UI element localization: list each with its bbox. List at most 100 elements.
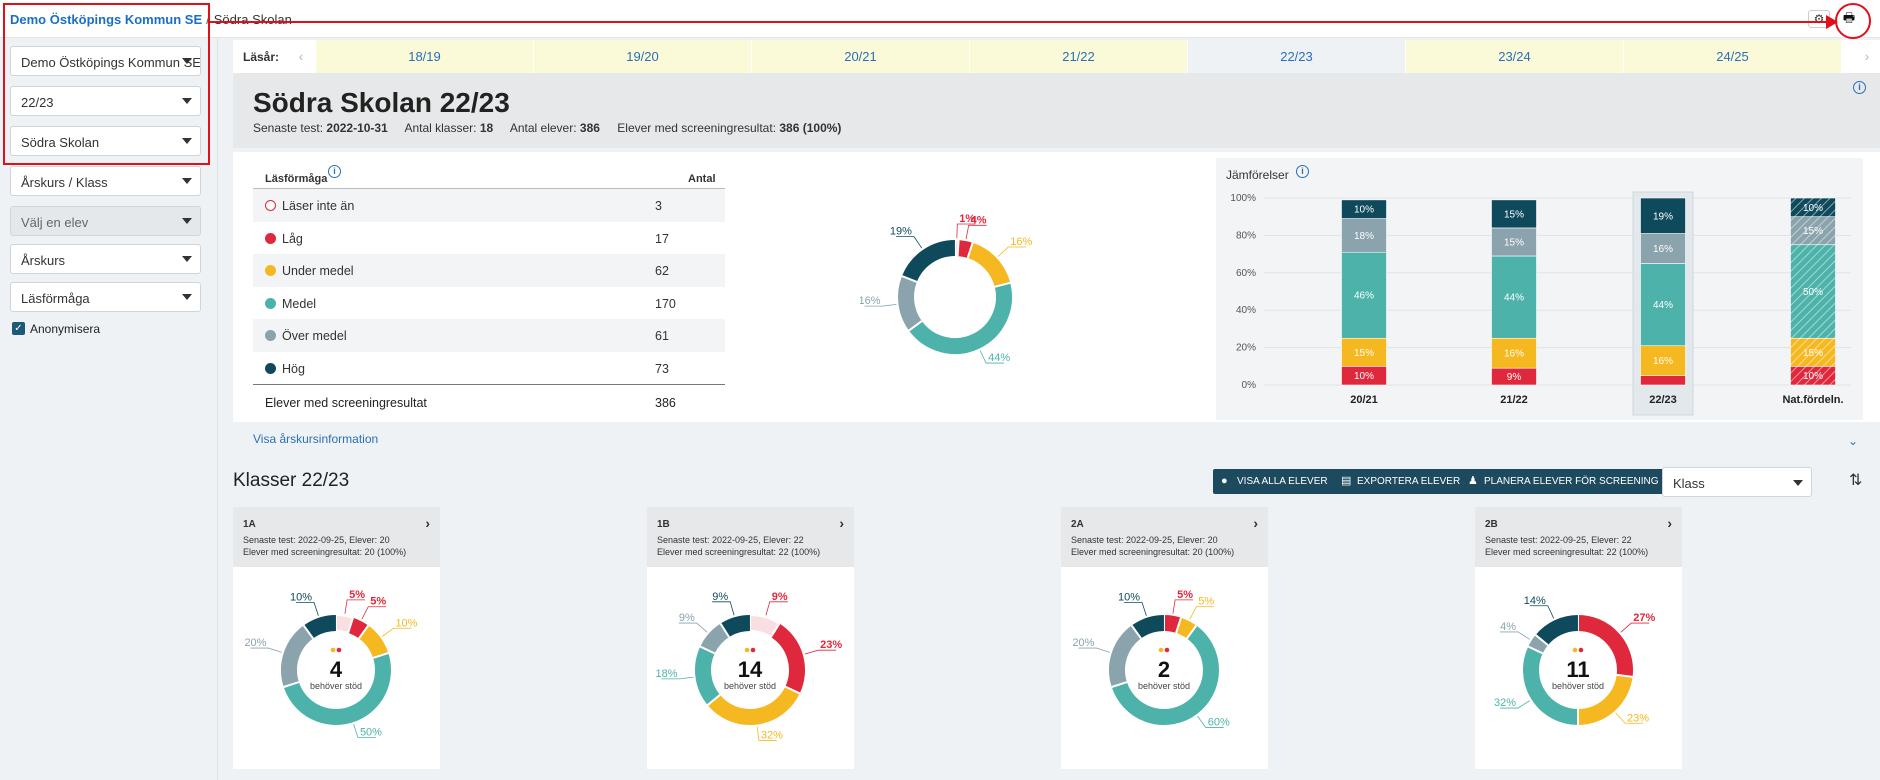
- bar-segment[interactable]: [1491, 199, 1537, 229]
- donut-segment[interactable]: [1577, 615, 1633, 677]
- donut-segment[interactable]: [967, 242, 1011, 288]
- bar-data-label: 10%: [1803, 203, 1823, 214]
- screened-value: 386 (100%): [779, 121, 842, 135]
- donut-segment[interactable]: [695, 646, 721, 706]
- table-row-value: 170: [655, 296, 676, 311]
- info-icon[interactable]: i: [1853, 81, 1866, 94]
- donut-segment[interactable]: [1523, 646, 1579, 725]
- year-tab-18-19[interactable]: 18/19: [315, 40, 533, 73]
- grade-class-select[interactable]: Årskurs / Klass: [10, 166, 201, 196]
- reading-ability-select[interactable]: Läsförmåga: [10, 282, 201, 312]
- class-name: 2A: [1071, 519, 1084, 530]
- year-tab-24-25[interactable]: 24/25: [1623, 40, 1841, 73]
- donut-segment[interactable]: [1528, 634, 1549, 654]
- school-select[interactable]: Södra Skolan: [10, 126, 201, 156]
- chevron-down-icon[interactable]: ⌄: [1848, 434, 1859, 448]
- bar-segment[interactable]: [1640, 345, 1686, 376]
- donut-segment[interactable]: [770, 623, 805, 694]
- show-all-students-button[interactable]: ● VISA ALLA ELEVER: [1213, 469, 1338, 494]
- class-card[interactable]: 2A Senaste test: 2022-09-25, Elever: 20 …: [1061, 507, 1268, 769]
- donut-segment[interactable]: [1109, 625, 1142, 687]
- people-icon: [1572, 647, 1578, 653]
- class-card[interactable]: 2B Senaste test: 2022-09-25, Elever: 22 …: [1475, 507, 1682, 769]
- chevron-left-icon[interactable]: ‹: [298, 48, 304, 64]
- breadcrumb-org-link[interactable]: Demo Östköpings Kommun SE: [10, 12, 203, 27]
- bar-segment[interactable]: [1341, 251, 1387, 339]
- donut-segment[interactable]: [1131, 615, 1165, 639]
- donut-leader-line: [296, 602, 319, 616]
- donut-segment[interactable]: [707, 686, 800, 725]
- export-students-button[interactable]: ▤ EXPORTERA ELEVER: [1333, 469, 1471, 494]
- organization-select[interactable]: Demo Östköpings Kommun SE: [10, 46, 201, 76]
- class-sort-select[interactable]: Klass: [1662, 467, 1812, 497]
- anonymize-checkbox[interactable]: ✓: [12, 322, 25, 335]
- table-footer: Elever med screeningresultat 386: [253, 384, 725, 418]
- bar-segment[interactable]: [1491, 337, 1537, 369]
- donut-segment[interactable]: [1577, 674, 1633, 725]
- donut-segment[interactable]: [347, 617, 369, 639]
- bar-segment[interactable]: [1341, 199, 1387, 219]
- classes-title: Klasser 22/23: [233, 470, 350, 491]
- year-tab-19-20[interactable]: 19/20: [533, 40, 751, 73]
- year-tab-20-21[interactable]: 20/21: [751, 40, 969, 73]
- donut-leader-line: [756, 726, 777, 741]
- chevron-right-icon[interactable]: ›: [839, 515, 844, 531]
- grade-select[interactable]: Årskurs: [10, 244, 201, 274]
- donut-segment[interactable]: [1535, 615, 1579, 646]
- bar-hatch: [1790, 198, 1836, 217]
- plan-screening-button[interactable]: ♟ PLANERA ELEVER FÖR SCREENING: [1460, 469, 1669, 494]
- table-row-value: 61: [655, 329, 669, 343]
- class-card[interactable]: 1A Senaste test: 2022-09-25, Elever: 20 …: [233, 507, 440, 769]
- year-tab-22-23[interactable]: 22/23: [1187, 40, 1405, 73]
- bar-segment[interactable]: [1341, 218, 1387, 253]
- student-select[interactable]: Välj en elev: [10, 206, 201, 236]
- donut-segment[interactable]: [358, 625, 389, 659]
- show-grade-info-link[interactable]: Visa årskursinformation: [253, 432, 379, 446]
- school-year-select[interactable]: 22/23: [10, 86, 201, 116]
- sort-icon[interactable]: ⇅: [1849, 472, 1863, 489]
- donut-segment[interactable]: [700, 623, 730, 654]
- donut-leader-line: [1500, 631, 1531, 640]
- donut-data-label: 44%: [988, 352, 1010, 364]
- bar-segment[interactable]: [1640, 197, 1686, 234]
- bar-segment[interactable]: [1640, 233, 1686, 264]
- donut-segment[interactable]: [1163, 615, 1181, 633]
- donut-segment[interactable]: [1111, 625, 1219, 725]
- donut-data-label: 16%: [860, 295, 881, 307]
- info-icon[interactable]: i: [1296, 165, 1309, 178]
- donut-segment[interactable]: [281, 625, 314, 687]
- donut-segment[interactable]: [902, 240, 956, 283]
- donut-segment[interactable]: [908, 282, 1012, 354]
- class-card[interactable]: 1B Senaste test: 2022-09-25, Elever: 22 …: [647, 507, 854, 769]
- year-tab-21-22[interactable]: 21/22: [969, 40, 1187, 73]
- donut-data-label: 4%: [971, 214, 987, 226]
- class-card-header[interactable]: 1A Senaste test: 2022-09-25, Elever: 20 …: [233, 507, 440, 567]
- donut-segment[interactable]: [303, 615, 337, 639]
- chevron-right-icon[interactable]: ›: [1667, 515, 1672, 531]
- donut-segment[interactable]: [720, 615, 751, 638]
- bar-segment[interactable]: [1640, 375, 1686, 386]
- bar-segment[interactable]: [1341, 337, 1387, 367]
- y-tick-label: 80%: [1236, 230, 1256, 241]
- donut-divider: [358, 624, 370, 640]
- bar-segment[interactable]: [1640, 263, 1686, 347]
- chevron-right-icon[interactable]: ›: [1253, 515, 1258, 531]
- info-icon[interactable]: i: [328, 165, 341, 178]
- year-tab-23-24[interactable]: 23/24: [1405, 40, 1623, 73]
- table-row: Läser inte än 3: [253, 189, 725, 222]
- chevron-right-icon[interactable]: ›: [425, 515, 430, 531]
- grade-class-select-value: Årskurs / Klass: [21, 175, 108, 190]
- chevron-right-icon[interactable]: ›: [1864, 48, 1870, 64]
- donut-segment[interactable]: [283, 653, 391, 725]
- bar-segment[interactable]: [1491, 255, 1537, 339]
- class-card-header[interactable]: 2B Senaste test: 2022-09-25, Elever: 22 …: [1475, 507, 1682, 567]
- settings-gear-icon[interactable]: ⚙: [1808, 10, 1830, 28]
- donut-segment[interactable]: [898, 276, 923, 331]
- class-card-header[interactable]: 2A Senaste test: 2022-09-25, Elever: 20 …: [1061, 507, 1268, 567]
- breadcrumb-separator: /: [206, 12, 210, 27]
- class-card-header[interactable]: 1B Senaste test: 2022-09-25, Elever: 22 …: [647, 507, 854, 567]
- table-row: Hög 73: [253, 352, 725, 385]
- donut-segment[interactable]: [957, 240, 973, 259]
- donut-segment[interactable]: [1175, 617, 1197, 639]
